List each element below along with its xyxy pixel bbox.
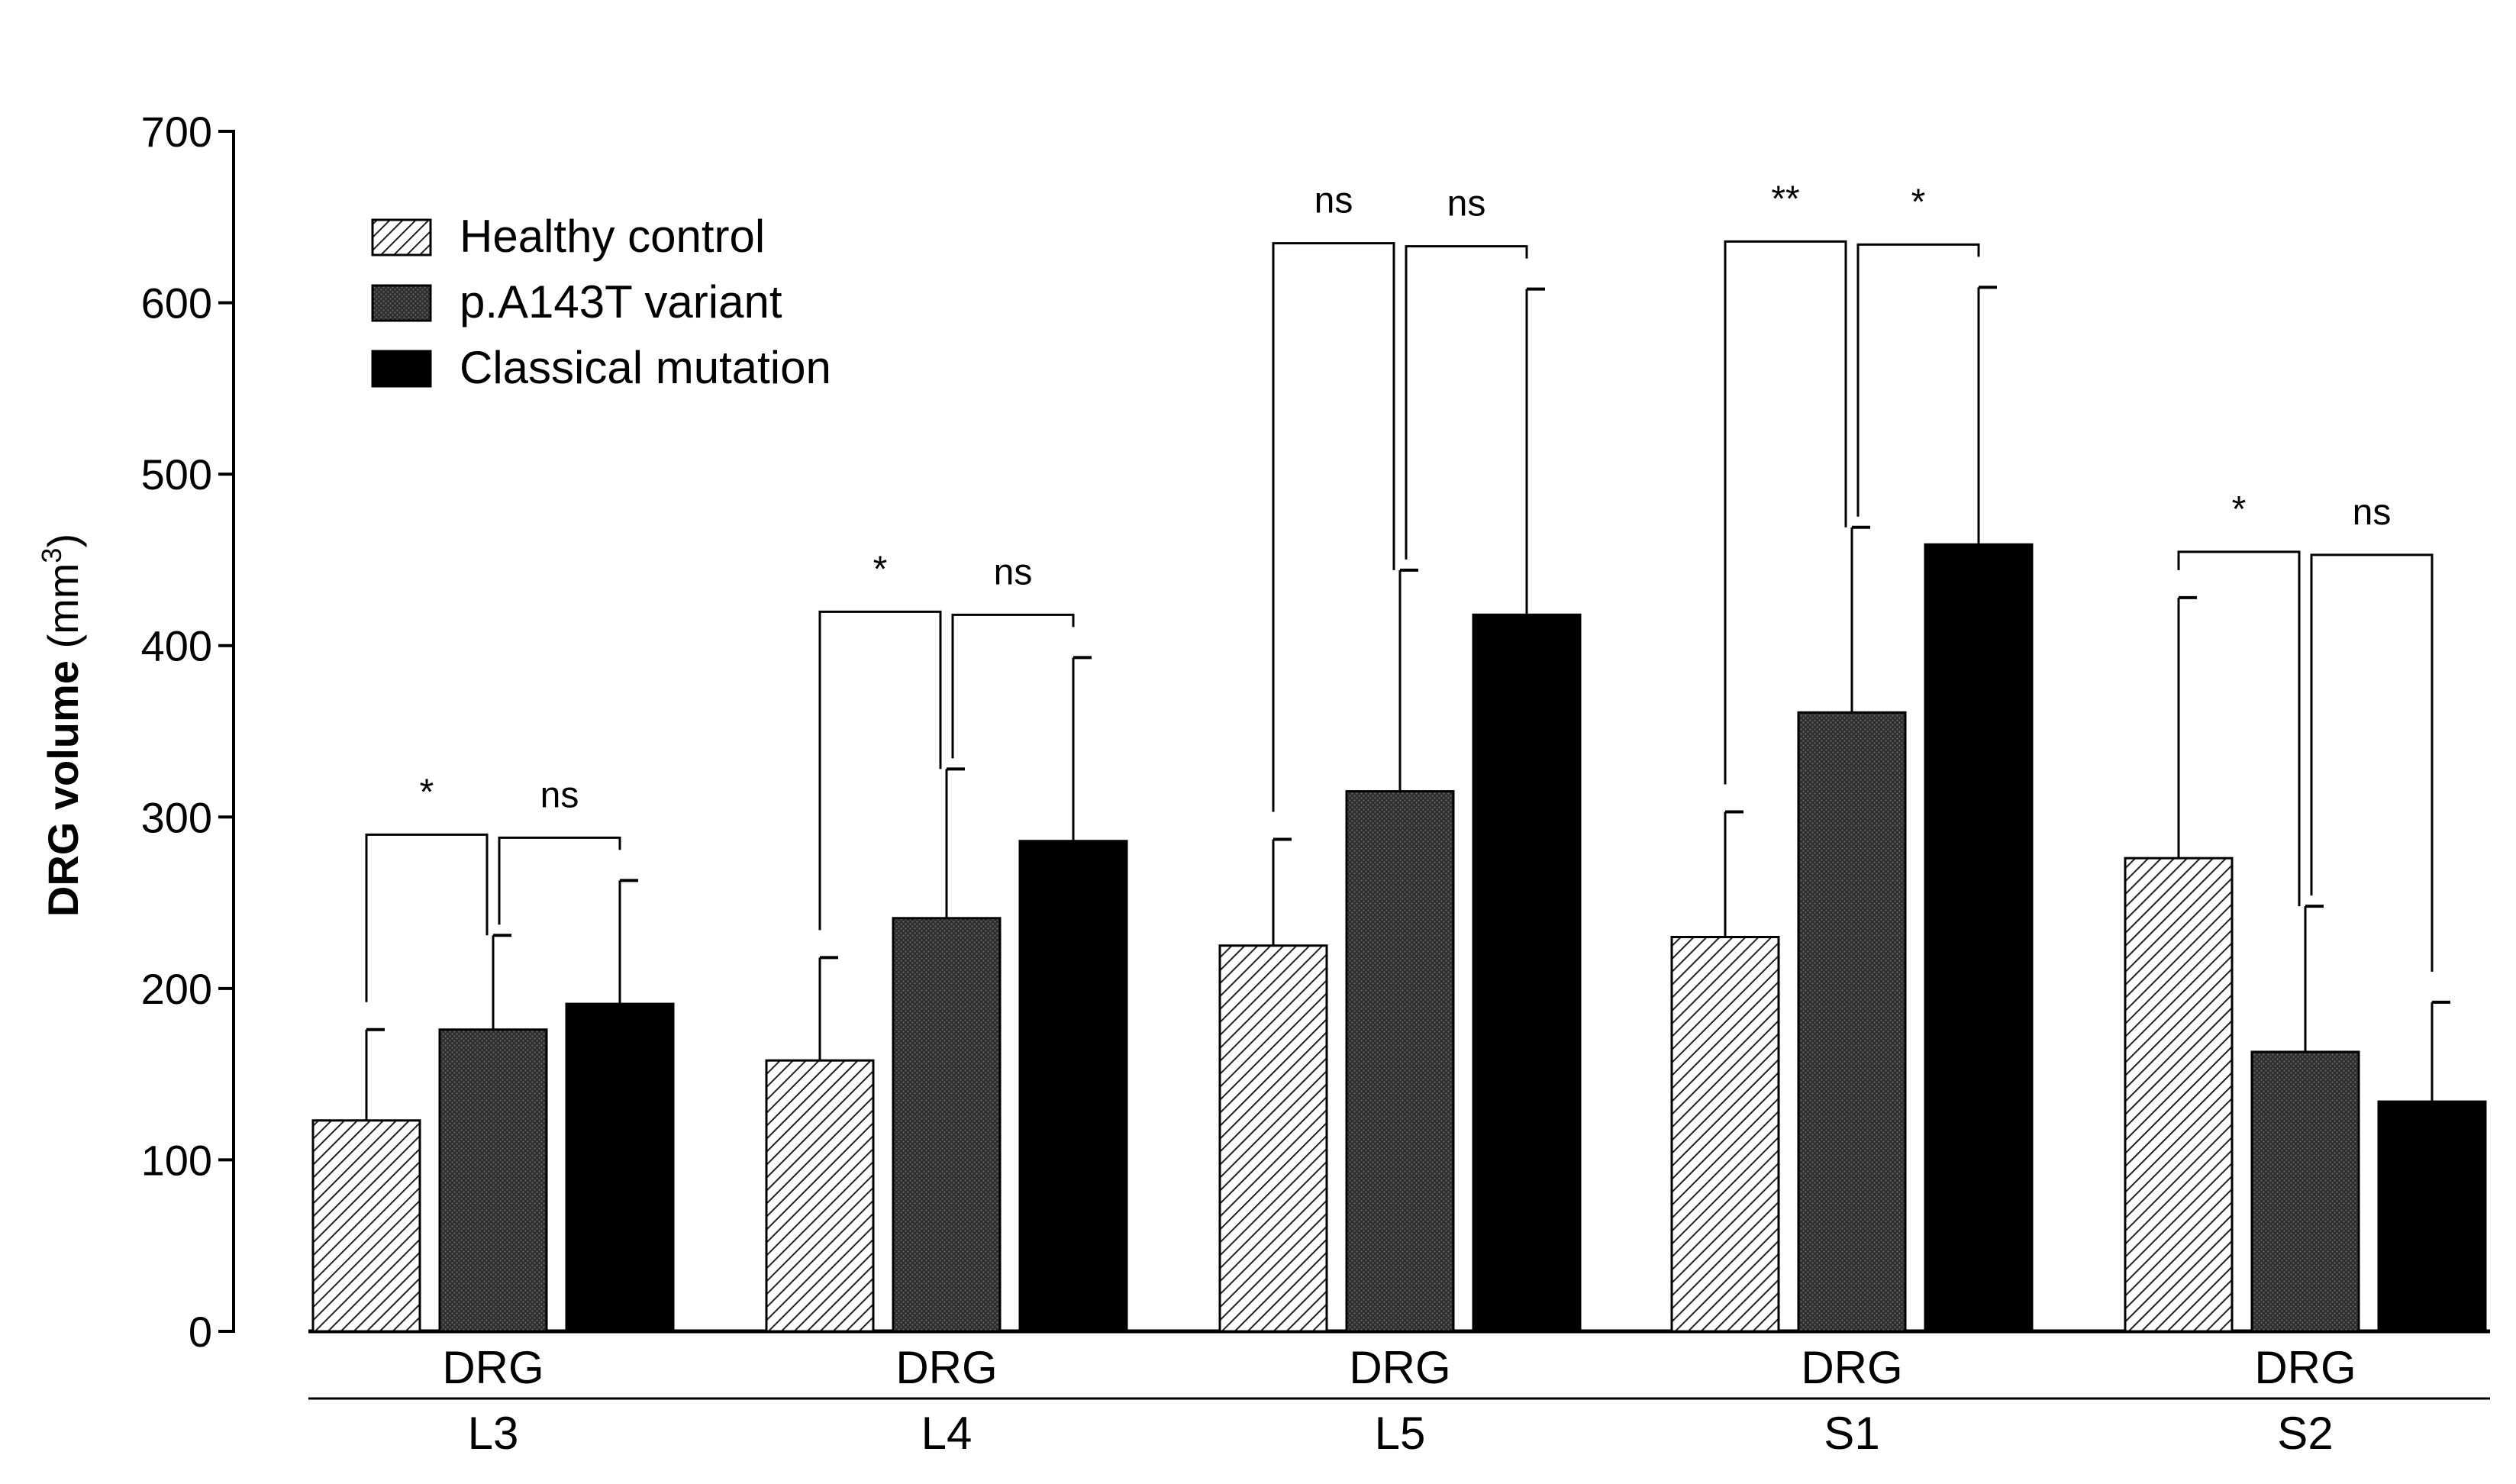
category-labels-layer: DRG L3 DRG L4 DRG L5 DRG S1 DRG S2 <box>442 1342 2356 1459</box>
x-group-label-drg: DRG <box>442 1342 544 1393</box>
legend-label: Classical mutation <box>460 342 831 393</box>
y-tick-label: 500 <box>141 450 212 498</box>
bar-l4-classical-mutation <box>1018 840 1128 1333</box>
bar-s1-healthy-control <box>1670 935 1780 1333</box>
significance-label: ** <box>1771 179 1799 219</box>
significance-bracket <box>1272 242 1395 812</box>
significance-label: * <box>873 549 888 589</box>
bar-s2-classical-mutation <box>2377 1100 2487 1333</box>
significance-bracket <box>2310 553 2434 972</box>
significance-label: ns <box>1447 184 1486 224</box>
x-group-label-drg: DRG <box>2254 1342 2356 1393</box>
bar-s1-p-a143t-variant <box>1797 711 1907 1333</box>
significance-bracket <box>498 836 621 925</box>
legend-label: Healthy control <box>460 211 765 262</box>
x-group-label-drg: DRG <box>1801 1342 1902 1393</box>
y-axis-label: DRG volume (mm3) <box>36 534 87 917</box>
y-tick-label: 100 <box>141 1136 212 1184</box>
bar-s1-classical-mutation <box>1924 543 2034 1333</box>
significance-label: ns <box>994 552 1033 592</box>
bar-l4-p-a143t-variant <box>892 917 1002 1333</box>
x-category-label: L3 <box>468 1408 519 1459</box>
bar-l5-healthy-control <box>1218 944 1328 1333</box>
bar-l3-healthy-control <box>311 1119 421 1333</box>
significance-label: ns <box>2353 492 2392 533</box>
legend-swatch-p-a143t-variant <box>371 284 432 322</box>
y-tick-label: 600 <box>141 279 212 327</box>
legend-label: p.A143T variant <box>460 276 782 327</box>
significance-bracket <box>1856 243 1980 517</box>
x-category-label: S1 <box>1824 1408 1879 1459</box>
bar-l5-p-a143t-variant <box>1345 790 1455 1333</box>
y-tick-label: 0 <box>189 1308 212 1356</box>
bars-layer <box>311 543 2487 1333</box>
x-category-label: S2 <box>2277 1408 2333 1459</box>
y-axis-label-close: ) <box>39 534 87 548</box>
significance-label: * <box>2232 489 2247 530</box>
bar-s2-healthy-control <box>2124 857 2234 1333</box>
bar-l3-classical-mutation <box>565 1002 675 1333</box>
bar-l5-classical-mutation <box>1472 613 1582 1333</box>
significance-bracket <box>365 833 489 1002</box>
significance-label: * <box>420 772 434 812</box>
x-category-label: L4 <box>921 1408 973 1459</box>
x-category-label: L5 <box>1375 1408 1426 1459</box>
legend-swatch-healthy-control <box>371 218 432 256</box>
x-group-label-drg: DRG <box>895 1342 997 1393</box>
y-tick-label: 300 <box>141 793 212 841</box>
significance-label: ns <box>1314 181 1353 221</box>
y-tick-label: 400 <box>141 622 212 670</box>
significance-bracket <box>1724 240 1847 785</box>
y-axis-label-superscript: 3 <box>36 548 67 563</box>
significance-label: ns <box>540 775 579 815</box>
bar-s2-p-a143t-variant <box>2250 1050 2360 1333</box>
x-group-label-drg: DRG <box>1349 1342 1450 1393</box>
y-axis-label-unit: (mm <box>39 563 87 649</box>
legend-swatch-classical-mutation <box>371 350 432 388</box>
y-tick-label: 200 <box>141 965 212 1013</box>
bar-l4-healthy-control <box>765 1059 875 1333</box>
significance-bracket <box>818 610 942 931</box>
significance-bracket <box>951 613 1075 759</box>
axis-layer: 0 100 200 300 400 500 600 700 DRG volume (mm3) <box>36 108 2490 1400</box>
error-bars-layer <box>365 286 2450 1121</box>
bar-l3-p-a143t-variant <box>438 1028 548 1333</box>
significance-bracket <box>1405 245 1528 560</box>
significance-bracket <box>2177 550 2301 907</box>
y-tick-label: 700 <box>141 108 212 156</box>
y-axis-label-text: DRG volume <box>39 649 87 918</box>
significance-label: * <box>1911 182 1926 222</box>
legend: Healthy control p.A143T variant Classical … <box>371 211 831 393</box>
